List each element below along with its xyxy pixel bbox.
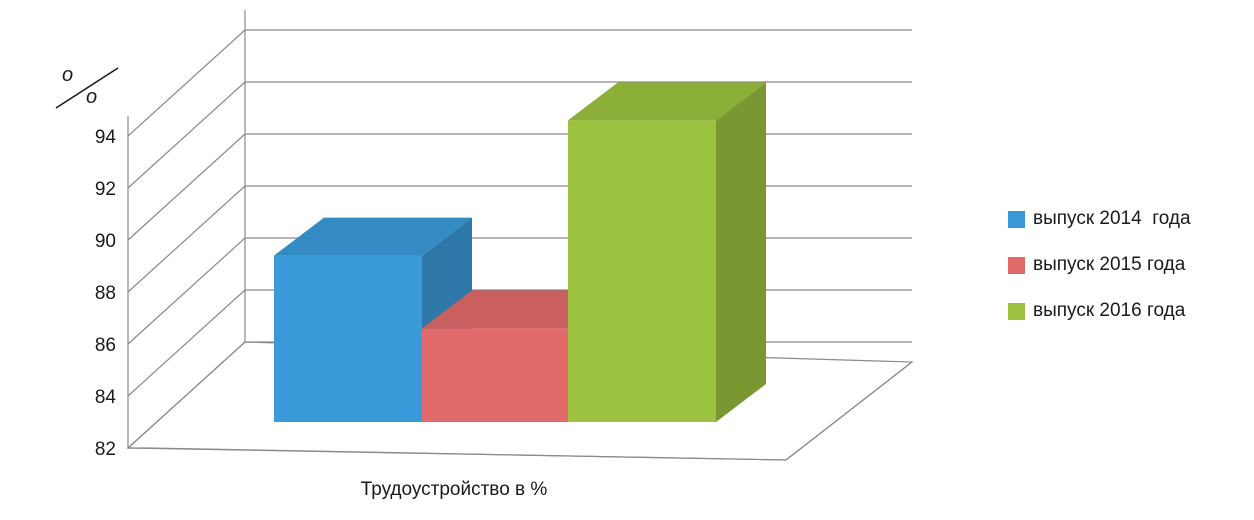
- bar-side-face: [716, 82, 766, 423]
- y-axis-unit-bottom: о: [86, 86, 98, 108]
- gridline: [127, 29, 912, 137]
- chart-bars: [274, 82, 766, 423]
- gridline: [127, 133, 912, 241]
- y-axis-unit-top: о: [62, 64, 74, 86]
- y-tick-label: 94: [95, 127, 117, 148]
- legend-label-2016: выпуск 2016 года: [1033, 300, 1186, 321]
- bar-front-face: [568, 120, 716, 423]
- y-axis-unit: о о: [52, 64, 122, 112]
- legend-label-2015: выпуск 2015 года: [1033, 254, 1186, 275]
- y-tick-label: 84: [95, 387, 117, 408]
- bar-front-face: [274, 255, 422, 422]
- chart-legend: выпуск 2014 года выпуск 2015 года выпуск…: [1008, 206, 1248, 344]
- chart-floor: [126, 341, 914, 461]
- legend-item-2015: выпуск 2015 года: [1008, 252, 1248, 278]
- y-tick-label: 86: [95, 335, 116, 356]
- legend-item-2016: выпуск 2016 года: [1008, 298, 1248, 324]
- legend-label-2014: выпуск 2014 года: [1033, 208, 1191, 229]
- gridline: [127, 185, 912, 293]
- gridline: [127, 81, 912, 189]
- y-tick-label: 90: [95, 231, 116, 252]
- legend-swatch-2014: [1008, 210, 1025, 228]
- floor-front-edge: [127, 447, 787, 461]
- bar-front-face: [422, 328, 570, 422]
- legend-item-2014: выпуск 2014 года: [1008, 206, 1248, 232]
- bar-3: [568, 82, 766, 423]
- y-tick-label: 88: [95, 283, 116, 304]
- chart-gridlines: [127, 10, 912, 449]
- y-axis-ticks: 82 84 86 88 90 92 94: [95, 127, 117, 460]
- legend-swatch-2015: [1008, 256, 1025, 274]
- bar-top-face: [274, 217, 472, 256]
- x-axis-label: Трудоустройство в %: [361, 479, 548, 500]
- legend-swatch-2016: [1008, 302, 1025, 320]
- y-axis-unit-slash: [55, 67, 119, 109]
- y-tick-label: 82: [95, 439, 116, 460]
- floor-right-edge: [785, 361, 913, 461]
- bar-top-face: [568, 82, 766, 121]
- y-tick-label: 92: [95, 179, 116, 200]
